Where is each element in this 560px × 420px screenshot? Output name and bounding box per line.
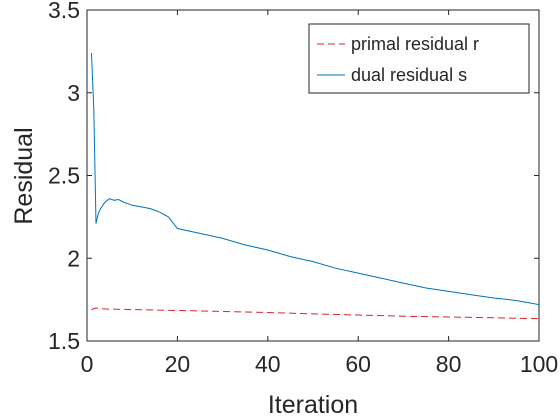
legend-label-primal: primal residual r bbox=[351, 34, 479, 54]
y-tick-label: 3.5 bbox=[48, 0, 80, 23]
y-tick-label: 2 bbox=[67, 245, 80, 271]
series-line-dual bbox=[91, 52, 540, 306]
series-line-primal bbox=[91, 307, 540, 320]
x-tick-label: 40 bbox=[255, 351, 281, 377]
x-axis-label: Iteration bbox=[268, 391, 358, 419]
x-tick-label: 20 bbox=[165, 351, 191, 377]
series-lines bbox=[91, 52, 540, 320]
legend-box bbox=[308, 23, 530, 94]
y-axis-label: Residual bbox=[10, 127, 38, 224]
y-tick-label: 1.5 bbox=[48, 328, 80, 354]
legend: primal residual r dual residual s bbox=[308, 23, 530, 94]
x-axis: 0 20 40 60 80 100 bbox=[81, 10, 558, 377]
x-tick-label: 0 bbox=[81, 351, 94, 377]
legend-label-dual: dual residual s bbox=[351, 65, 467, 85]
x-tick-label: 100 bbox=[520, 351, 558, 377]
y-axis: 1.5 2 2.5 3 3.5 bbox=[48, 0, 539, 354]
y-tick-label: 2.5 bbox=[48, 163, 80, 189]
y-tick-label: 3 bbox=[67, 80, 80, 106]
x-tick-label: 80 bbox=[436, 351, 462, 377]
x-tick-label: 60 bbox=[345, 351, 371, 377]
